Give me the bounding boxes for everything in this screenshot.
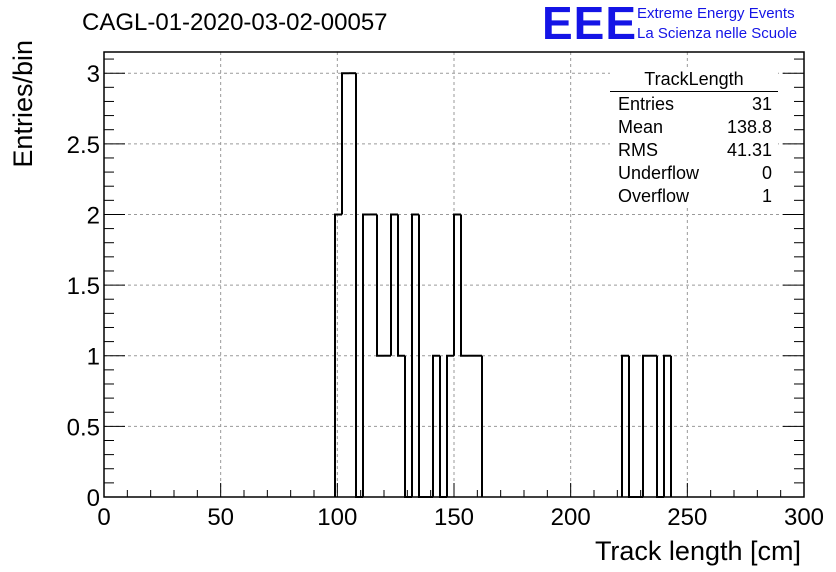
x-tick-label: 100 xyxy=(317,504,357,531)
histogram-bin xyxy=(334,213,342,497)
stats-row-entries: Entries 31 xyxy=(610,93,778,116)
stats-label: Entries xyxy=(618,94,675,114)
x-axis-label: Track length [cm] xyxy=(595,536,801,566)
stats-value: 138.8 xyxy=(726,117,772,137)
chart-title: CAGL-01-2020-03-02-00057 xyxy=(82,9,388,36)
stats-label: Mean xyxy=(618,117,664,137)
histogram-bin xyxy=(411,213,419,497)
histogram-bin xyxy=(432,354,440,497)
y-tick-label: 3 xyxy=(87,61,100,88)
histogram-bin xyxy=(390,213,398,356)
stats-value: 31 xyxy=(751,94,772,114)
axis-tick-labels: 0 50 100 150 200 250 300 0 0.5 1 1.5 2 2.5 3 xyxy=(67,61,824,531)
x-tick-label: 0 xyxy=(97,504,110,531)
histogram-bin xyxy=(621,354,629,497)
histogram-bin xyxy=(642,354,650,497)
y-tick-label: 2 xyxy=(87,202,100,229)
histogram-bin xyxy=(460,214,468,357)
stats-label: Underflow xyxy=(618,163,700,183)
x-tick-label: 150 xyxy=(434,504,474,531)
stats-value: 1 xyxy=(761,186,772,206)
y-axis-label: Entries/bin xyxy=(8,40,38,168)
histogram-bin xyxy=(362,213,370,497)
y-tick-label: 0 xyxy=(87,485,100,512)
stats-row-overflow: Overflow 1 xyxy=(610,185,778,208)
stats-value: 0 xyxy=(761,163,772,183)
stats-box: TrackLength Entries 31 Mean 138.8 RMS 41… xyxy=(610,68,778,208)
x-tick-label: 250 xyxy=(667,504,707,531)
histogram-bin xyxy=(397,214,405,357)
histogram-bin xyxy=(341,72,349,215)
eee-logo-icon: EEE xyxy=(542,0,638,49)
histogram-bin xyxy=(663,354,671,497)
logo-caption: Extreme Energy Events La Scienza nelle S… xyxy=(637,4,797,44)
x-tick-label: 50 xyxy=(207,504,234,531)
grid-lines xyxy=(104,52,804,497)
histogram-bin xyxy=(453,213,461,356)
logo-line-2: La Scienza nelle Scuole xyxy=(637,25,798,42)
histogram-bin xyxy=(376,214,384,357)
stats-title: TrackLength xyxy=(610,68,778,92)
histogram-bin xyxy=(446,354,454,497)
stats-row-mean: Mean 138.8 xyxy=(610,116,778,139)
stats-value: 41.31 xyxy=(726,140,772,160)
stats-row-underflow: Underflow 0 xyxy=(610,162,778,185)
x-tick-label: 200 xyxy=(551,504,591,531)
stats-label: Overflow xyxy=(618,186,690,206)
y-tick-label: 2.5 xyxy=(67,132,100,159)
axis-ticks xyxy=(103,58,805,498)
x-tick-label: 300 xyxy=(784,504,824,531)
logo-line-1: Extreme Energy Events xyxy=(637,5,795,22)
y-tick-label: 0.5 xyxy=(67,414,100,441)
stats-label: RMS xyxy=(618,140,658,160)
y-tick-label: 1.5 xyxy=(67,273,100,300)
stats-row-rms: RMS 41.31 xyxy=(610,139,778,162)
y-tick-label: 1 xyxy=(87,344,100,371)
